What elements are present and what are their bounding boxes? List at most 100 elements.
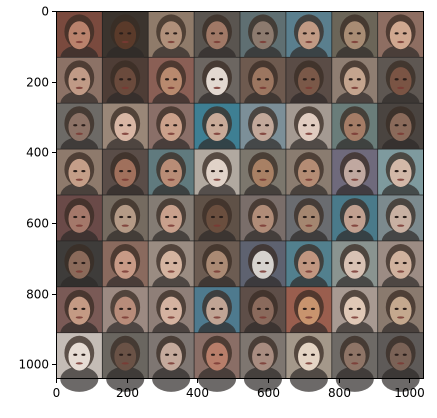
eye-right bbox=[402, 32, 407, 35]
mouth-shape bbox=[397, 86, 405, 90]
eye-left bbox=[165, 78, 170, 81]
eye-right bbox=[264, 353, 270, 356]
eye-left bbox=[394, 307, 399, 311]
eye-right bbox=[310, 78, 315, 81]
eye-left bbox=[165, 215, 170, 219]
x-tick-label: 0 bbox=[53, 386, 61, 400]
face-shape bbox=[114, 113, 137, 142]
mouth-shape bbox=[121, 178, 129, 181]
eye-right bbox=[219, 32, 224, 35]
eye-left bbox=[394, 78, 399, 81]
face-shape bbox=[389, 342, 412, 371]
eye-right bbox=[127, 78, 132, 81]
face-shape bbox=[389, 158, 412, 187]
eye-left bbox=[119, 124, 124, 127]
face-shape bbox=[343, 21, 366, 50]
y-tick-label: 600 bbox=[26, 217, 49, 231]
image-grid bbox=[56, 11, 424, 392]
mouth-shape bbox=[351, 178, 359, 181]
image-tile bbox=[56, 57, 102, 117]
eye-right bbox=[356, 261, 361, 265]
face-shape bbox=[160, 113, 182, 142]
mouth-shape bbox=[305, 362, 313, 365]
axes-frame bbox=[56, 11, 424, 379]
eye-left bbox=[394, 215, 399, 219]
mouth-shape bbox=[397, 316, 405, 319]
eye-left bbox=[302, 32, 307, 35]
face-shape bbox=[114, 158, 137, 187]
eye-right bbox=[219, 78, 224, 81]
eye-right bbox=[127, 170, 132, 173]
y-tick-label: 0 bbox=[41, 5, 49, 19]
image-tile bbox=[378, 103, 424, 163]
face-shape bbox=[114, 21, 137, 50]
face-shape bbox=[252, 158, 274, 187]
eye-right bbox=[264, 307, 270, 311]
eye-right bbox=[173, 215, 178, 219]
eye-right bbox=[173, 307, 178, 311]
y-tick-label: 800 bbox=[26, 288, 49, 302]
eye-right bbox=[219, 170, 224, 173]
face-shape bbox=[160, 296, 182, 325]
eye-right bbox=[356, 215, 361, 219]
eye-left bbox=[348, 78, 353, 81]
eye-left bbox=[256, 215, 261, 219]
face-shape bbox=[389, 250, 412, 279]
eye-left bbox=[256, 261, 261, 265]
image-tile bbox=[332, 149, 378, 209]
eye-right bbox=[402, 170, 407, 173]
eye-right bbox=[81, 170, 86, 173]
eye-right bbox=[173, 124, 178, 127]
face-shape bbox=[114, 342, 137, 371]
eye-right bbox=[264, 261, 270, 265]
eye-right bbox=[219, 261, 224, 265]
image-tile bbox=[194, 333, 240, 392]
face-shape bbox=[206, 296, 228, 325]
face-shape bbox=[68, 250, 91, 279]
mouth-shape bbox=[75, 224, 83, 227]
face-shape bbox=[343, 113, 366, 142]
eye-right bbox=[127, 307, 132, 311]
mouth-shape bbox=[121, 132, 129, 135]
face-shape bbox=[252, 113, 274, 142]
face-shape bbox=[206, 158, 228, 187]
eye-right bbox=[310, 124, 315, 127]
mouth-shape bbox=[305, 270, 313, 273]
eye-left bbox=[165, 307, 170, 311]
face-shape bbox=[160, 21, 182, 50]
eye-right bbox=[81, 32, 86, 35]
mouth-shape bbox=[351, 40, 359, 44]
x-axis: 0 200 400 600 800 1000 bbox=[53, 379, 425, 400]
eye-left bbox=[348, 307, 353, 311]
eye-left bbox=[348, 124, 353, 127]
eye-right bbox=[356, 307, 361, 311]
eye-right bbox=[402, 78, 407, 81]
eye-left bbox=[210, 170, 216, 173]
mouth-shape bbox=[213, 132, 221, 135]
eye-right bbox=[356, 353, 361, 356]
eye-left bbox=[256, 78, 261, 81]
face-shape bbox=[389, 21, 412, 50]
mouth-shape bbox=[397, 132, 405, 135]
face-shape bbox=[206, 342, 228, 371]
image-tile bbox=[56, 333, 102, 392]
face-shape bbox=[343, 158, 366, 187]
y-tick-label: 200 bbox=[26, 76, 49, 90]
eye-right bbox=[402, 124, 407, 127]
face-shape bbox=[298, 21, 320, 50]
mouth-shape bbox=[121, 270, 129, 273]
mouth-shape bbox=[75, 362, 83, 365]
x-tick-label: 1000 bbox=[394, 386, 425, 400]
eye-right bbox=[81, 124, 86, 127]
x-tick-label: 800 bbox=[328, 386, 351, 400]
eye-left bbox=[210, 307, 216, 311]
face-shape bbox=[206, 67, 228, 96]
shoulders-shape bbox=[243, 366, 282, 392]
mouth-shape bbox=[167, 270, 175, 273]
mouth-shape bbox=[351, 362, 359, 365]
eye-left bbox=[302, 261, 307, 265]
eye-left bbox=[165, 170, 170, 173]
shoulders-shape bbox=[381, 366, 420, 392]
mouth-shape bbox=[167, 86, 175, 90]
